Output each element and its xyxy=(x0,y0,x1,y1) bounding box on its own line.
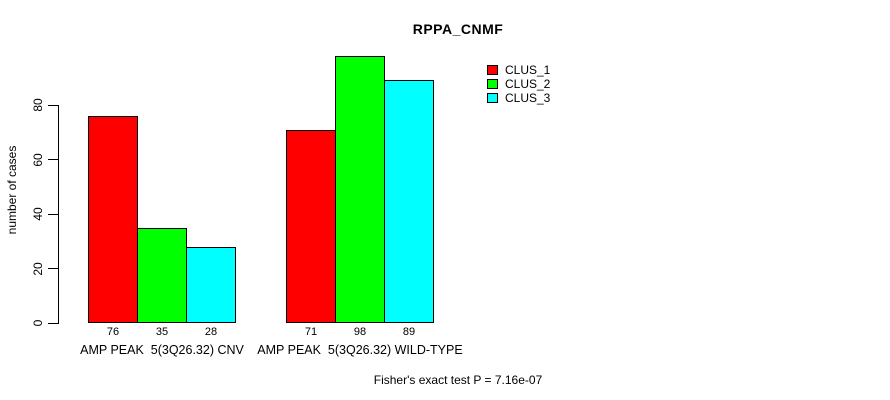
y-tick-label: 60 xyxy=(31,152,45,167)
legend-swatch-clus_1 xyxy=(487,65,498,75)
legend-item-clus_1: CLUS_1 xyxy=(487,63,550,77)
y-tick xyxy=(48,213,58,215)
legend-item-clus_2: CLUS_2 xyxy=(487,77,550,91)
y-tick-label: 80 xyxy=(31,98,45,112)
bar-clus_2-group1 xyxy=(137,227,187,323)
legend-label: CLUS_3 xyxy=(505,91,551,105)
y-tick xyxy=(48,159,58,160)
legend-item-clus_3: CLUS_3 xyxy=(487,91,550,105)
legend-label: CLUS_1 xyxy=(505,63,551,77)
x-category-label: AMP PEAK 5(3Q26.32) WILD-TYPE xyxy=(257,343,463,357)
legend-swatch-clus_2 xyxy=(487,79,498,89)
bar-value-label: 35 xyxy=(155,326,169,338)
bar-clus_2-group2 xyxy=(335,55,385,323)
legend: CLUS_1 CLUS_2 CLUS_3 xyxy=(487,63,550,105)
chart-title: RPPA_CNMF xyxy=(412,21,504,37)
y-tick xyxy=(48,104,58,106)
bar-clus_3-group2 xyxy=(384,80,434,323)
footnote: Fisher's exact test P = 7.16e-07 xyxy=(373,373,543,387)
bar-clus_1-group2 xyxy=(286,129,336,323)
legend-label: CLUS_2 xyxy=(505,77,551,91)
y-tick-label: 0 xyxy=(31,319,45,327)
bar-value-label: 28 xyxy=(204,326,218,338)
x-category-label: AMP PEAK 5(3Q26.32) CNV xyxy=(80,343,244,357)
bar-value-label: 98 xyxy=(353,326,367,338)
y-tick-label: 20 xyxy=(31,261,45,276)
bar-value-label: 89 xyxy=(402,326,416,338)
bar-clus_1-group1 xyxy=(88,115,138,323)
y-tick xyxy=(48,322,58,324)
bar-value-label: 71 xyxy=(304,326,318,338)
bar-clus_3-group1 xyxy=(186,246,236,323)
bar-value-label: 76 xyxy=(106,326,120,338)
y-tick xyxy=(48,268,58,269)
y-axis-line xyxy=(58,105,59,324)
y-axis-label: number of cases xyxy=(5,145,19,235)
y-tick-label: 40 xyxy=(31,207,45,221)
legend-swatch-clus_3 xyxy=(487,93,498,103)
